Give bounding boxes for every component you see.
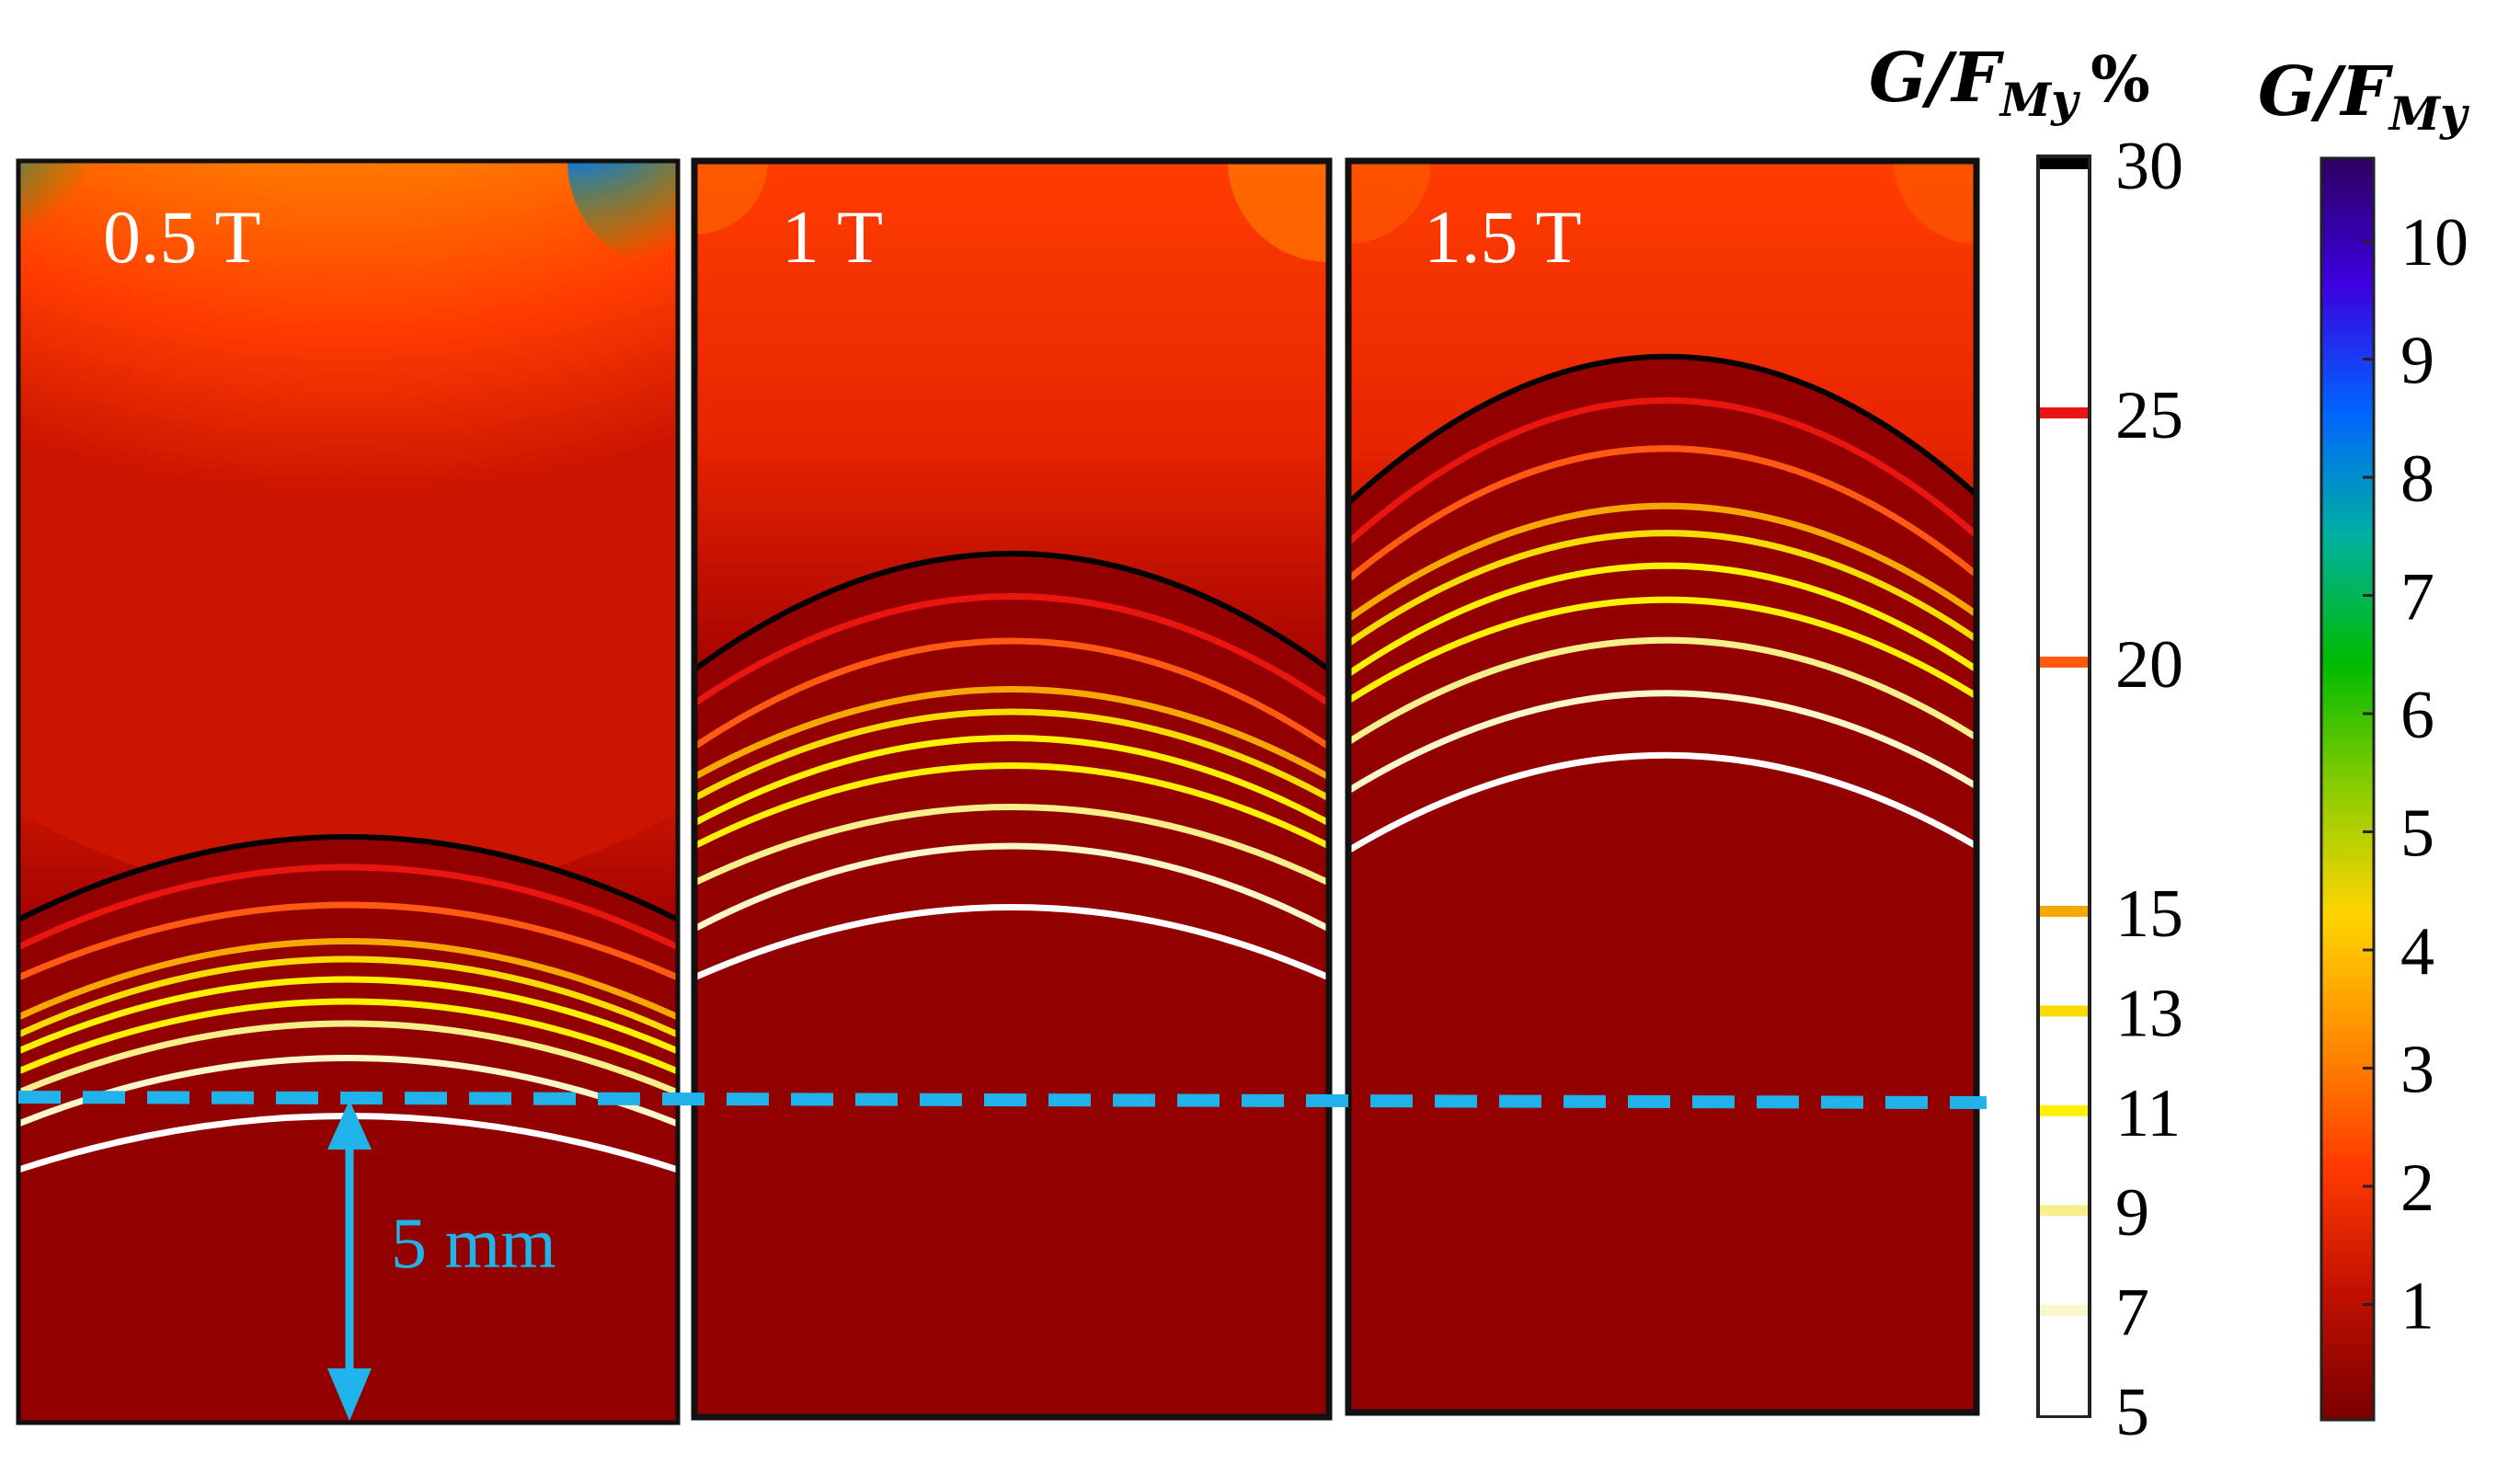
panel-1-5T: 1.5 T: [1345, 157, 1980, 1416]
contour-legend: G/FMy% 30 25 20 15 13 11 9 7 5: [1869, 39, 2183, 1450]
color-bar-title-main: G/F: [2258, 52, 2393, 132]
contour-legend-title-main: G/F: [1869, 39, 2004, 118]
panel-1-5T-contour-7: [1348, 690, 1976, 794]
contour-legend-title: G/FMy%: [1869, 39, 2150, 127]
scale-bar-arrow-up: [327, 1100, 372, 1150]
color-bar-gradient: [2320, 156, 2376, 1422]
scale-bar-label: 5 mm: [391, 1203, 556, 1283]
panel-1-5T-contour-25: [1348, 397, 1976, 545]
contour-legend-tick-label: 15: [2115, 876, 2183, 952]
panel-1-5T-contour-13b: [1348, 562, 1976, 677]
panel-1T-corner-glow: [1228, 161, 1329, 262]
panel-0-5T-contour-20: [18, 901, 678, 981]
color-bar: G/FMy 10 9 8 7 6 5 4 3 2 1: [2258, 52, 2469, 1422]
color-bar-title: G/FMy: [2258, 52, 2469, 141]
panel-0-5T-contour-11: [18, 998, 678, 1075]
panel-1-5T-contour-11: [1348, 596, 1976, 704]
contour-legend-tick-label: 20: [2115, 627, 2183, 703]
color-bar-tick-label: 5: [2400, 796, 2434, 872]
panel-1T-contour-11: [694, 762, 1329, 850]
panel-0-5T-label: 0.5 T: [103, 195, 261, 279]
panel-1-5T-contour-9: [1348, 636, 1976, 745]
contour-legend-tick-label: 7: [2115, 1276, 2149, 1351]
panel-0-5T-contour-13a: [18, 955, 678, 1038]
panel-1-5T-corner-glow-left: [1348, 161, 1431, 244]
panel-1-5T-contour-30: [1348, 353, 1976, 506]
panel-1T-contour-15: [694, 686, 1329, 781]
contour-legend-tick-label: 13: [2115, 976, 2183, 1051]
color-bar-tick-label: 9: [2400, 324, 2434, 399]
panel-0-5T-contour-9: [18, 1020, 678, 1096]
panel-1T-contour-25: [694, 593, 1329, 706]
contour-legend-tick-label: 5: [2115, 1375, 2149, 1450]
color-bar-tick-label: 8: [2400, 441, 2434, 517]
panel-0-5T-contour-13b: [18, 976, 678, 1055]
panel-1T-frame: [691, 157, 1333, 1421]
reference-dashed-line: [17, 1091, 1987, 1109]
panel-1T-contour-9: [694, 804, 1329, 887]
panel-1T-contour-7: [694, 842, 1329, 933]
color-bar-tick-label: 10: [2400, 205, 2468, 280]
color-bar-tick-label: 4: [2400, 914, 2434, 990]
panel-1T-lower-region: [694, 554, 1329, 1417]
panel-0-5T-contour-15: [18, 938, 678, 1021]
color-bar-tick-label: 7: [2400, 560, 2434, 635]
color-bar-tick-label: 1: [2400, 1269, 2434, 1344]
color-bar-tick-label: 3: [2400, 1033, 2434, 1108]
panel-1T-contour-30: [694, 551, 1329, 672]
panel-1-5T-contour-15: [1348, 502, 1976, 622]
contour-legend-tick-label: 11: [2115, 1076, 2181, 1151]
panel-1T: 1 T: [691, 157, 1333, 1421]
panel-1-5T-label: 1.5 T: [1424, 195, 1582, 279]
panel-1-5T-corner-glow-right: [1894, 161, 1976, 244]
panel-0-5T-corner-left: [18, 161, 129, 271]
contour-legend-tick-label: 30: [2115, 129, 2183, 204]
contour-legend-title-suffix: %: [2090, 43, 2150, 117]
panel-1-5T-frame: [1345, 157, 1980, 1416]
contour-legend-tick-label: 9: [2115, 1175, 2149, 1251]
contour-legend-tick-label: 25: [2115, 378, 2183, 453]
panel-1-5T-contour-5: [1348, 751, 1976, 854]
panel-0-5T: 0.5 T: [16, 158, 681, 1425]
contour-legend-ticks: 30 25 20 15 13 11 9 7 5: [2040, 129, 2183, 1450]
color-bar-tick-label: 6: [2400, 678, 2434, 753]
panel-1T-contour-20: [694, 637, 1329, 749]
contour-legend-box: [2036, 154, 2091, 1418]
color-bar-title-sub: My: [2388, 86, 2469, 141]
panel-1-5T-contour-13a: [1348, 530, 1976, 646]
panel-1T-contour-5: [694, 904, 1329, 981]
panel-0-5T-contour-30: [18, 834, 678, 922]
panel-0-5T-frame: [16, 158, 681, 1425]
panel-1T-contour-13a: [694, 708, 1329, 802]
panel-1T-corner-glow-left: [694, 161, 768, 235]
panel-1T-contour-13b: [694, 735, 1329, 827]
color-bar-tick-label: 2: [2400, 1150, 2434, 1226]
color-bar-ticks: 10 9 8 7 6 5 4 3 2 1: [2363, 205, 2468, 1344]
panel-0-5T-contour-25: [18, 864, 678, 951]
scale-bar-arrow-down: [327, 1368, 372, 1421]
panel-0-5T-corner-right: [567, 161, 678, 271]
panel-1T-label: 1 T: [782, 195, 883, 279]
scale-bar: 5 mm: [327, 1100, 556, 1421]
contour-legend-title-sub: My: [1999, 73, 2080, 127]
panel-1-5T-contour-20: [1348, 445, 1976, 582]
panel-0-5T-field-top: [18, 161, 678, 901]
